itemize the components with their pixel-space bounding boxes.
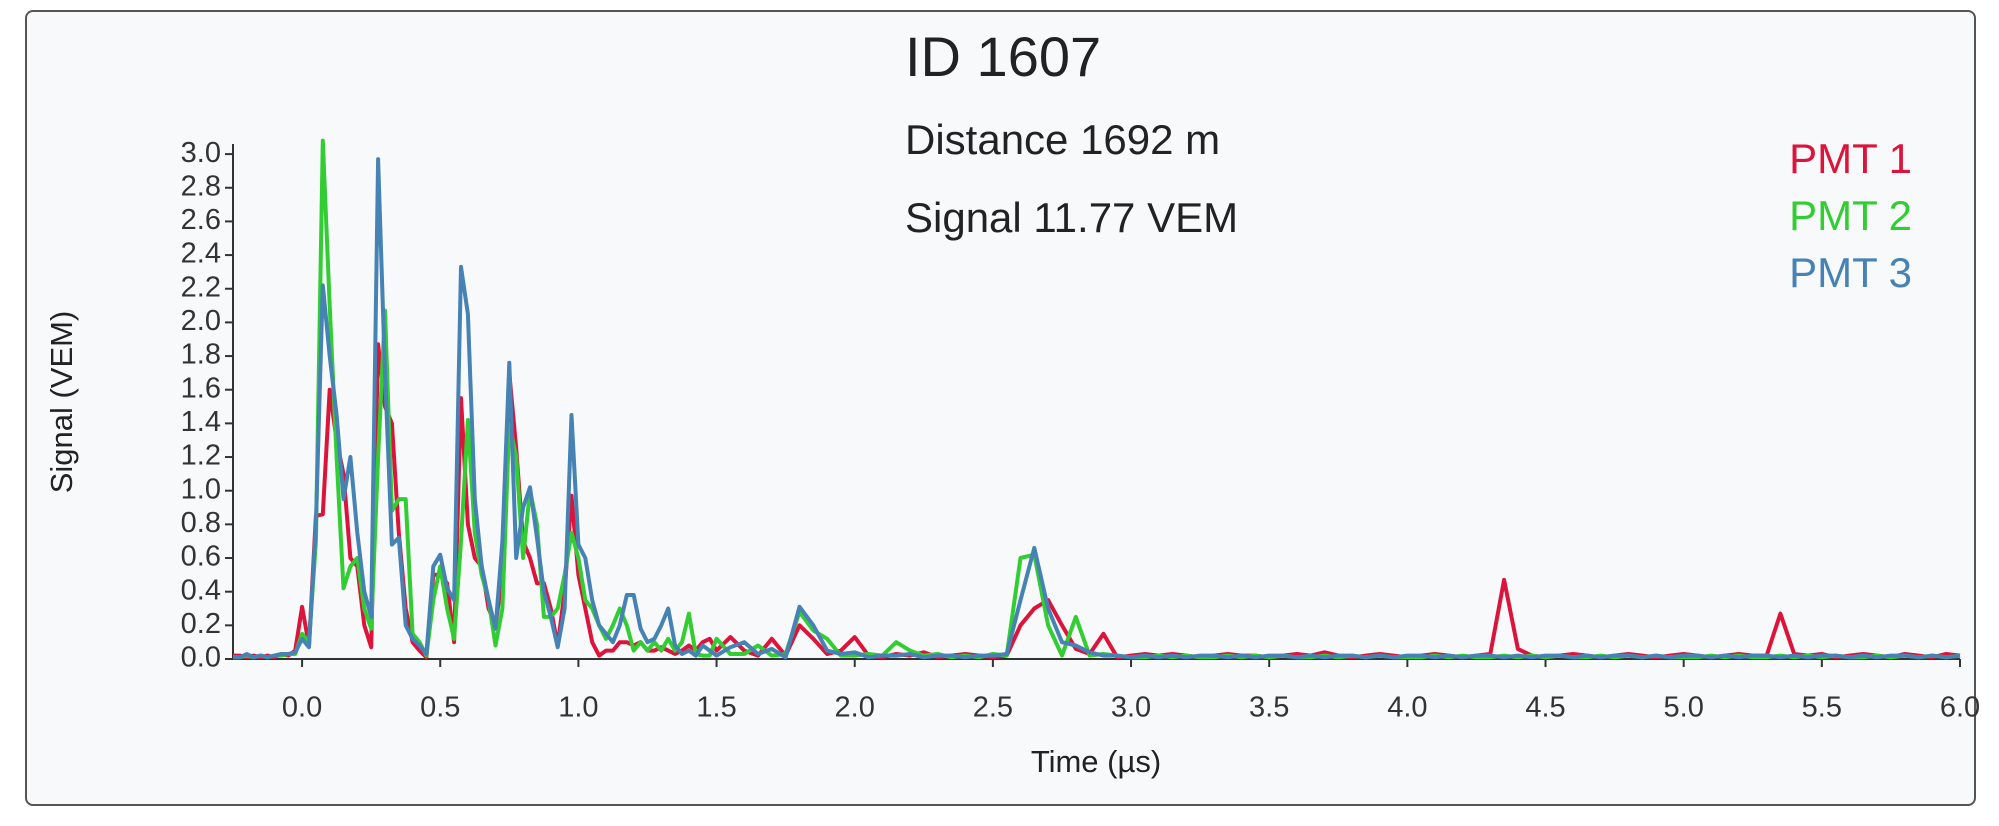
y-tick-label: 1.4 (181, 406, 221, 438)
y-tick-label: 1.2 (181, 440, 221, 472)
series-line (233, 157, 1961, 660)
chart-title: ID 1607 (905, 25, 1101, 88)
legend-entry: PMT 1 (1789, 135, 1912, 182)
x-tick-label: 5.5 (1802, 692, 1842, 724)
subtitle: Signal 11.77 VEM (905, 194, 1238, 241)
x-tick-label: 6.0 (1940, 692, 1980, 724)
x-tick-label: 2.0 (835, 692, 875, 724)
x-tick-label: 2.5 (973, 692, 1013, 724)
y-tick-label: 1.6 (181, 372, 221, 404)
y-axis-label: Signal (VEM) (44, 311, 79, 494)
x-tick-label: 1.5 (696, 692, 736, 724)
x-tick-label: 4.0 (1387, 692, 1427, 724)
x-tick-label: 0.5 (420, 692, 460, 724)
x-tick-label: 1.0 (558, 692, 598, 724)
y-tick-label: 0.4 (181, 574, 221, 606)
y-tick-label: 0.6 (181, 541, 221, 573)
y-tick-label: 2.2 (181, 271, 221, 303)
x-axis-label: Time (µs) (1031, 744, 1161, 779)
y-tick-label: 2.0 (181, 305, 221, 337)
x-tick-label: 0.0 (282, 692, 322, 724)
y-tick-label: 3.0 (181, 137, 221, 169)
y-tick-label: 2.6 (181, 204, 221, 236)
y-tick-label: 1.8 (181, 339, 221, 371)
y-tick-label: 2.4 (181, 238, 221, 270)
y-tick-label: 0.2 (181, 608, 221, 640)
x-tick-label: 3.0 (1111, 692, 1151, 724)
x-tick-label: 3.5 (1249, 692, 1289, 724)
x-tick-label: 5.0 (1664, 692, 1704, 724)
subtitle: Distance 1692 m (905, 116, 1220, 163)
y-tick-label: 0.0 (181, 642, 221, 674)
x-tick-label: 4.5 (1525, 692, 1565, 724)
legend-entry: PMT 3 (1789, 249, 1912, 296)
y-tick-label: 0.8 (181, 507, 221, 539)
y-tick-label: 1.0 (181, 473, 221, 505)
y-tick-label: 2.8 (181, 170, 221, 202)
card (25, 10, 1976, 806)
legend-entry: PMT 2 (1789, 192, 1912, 239)
